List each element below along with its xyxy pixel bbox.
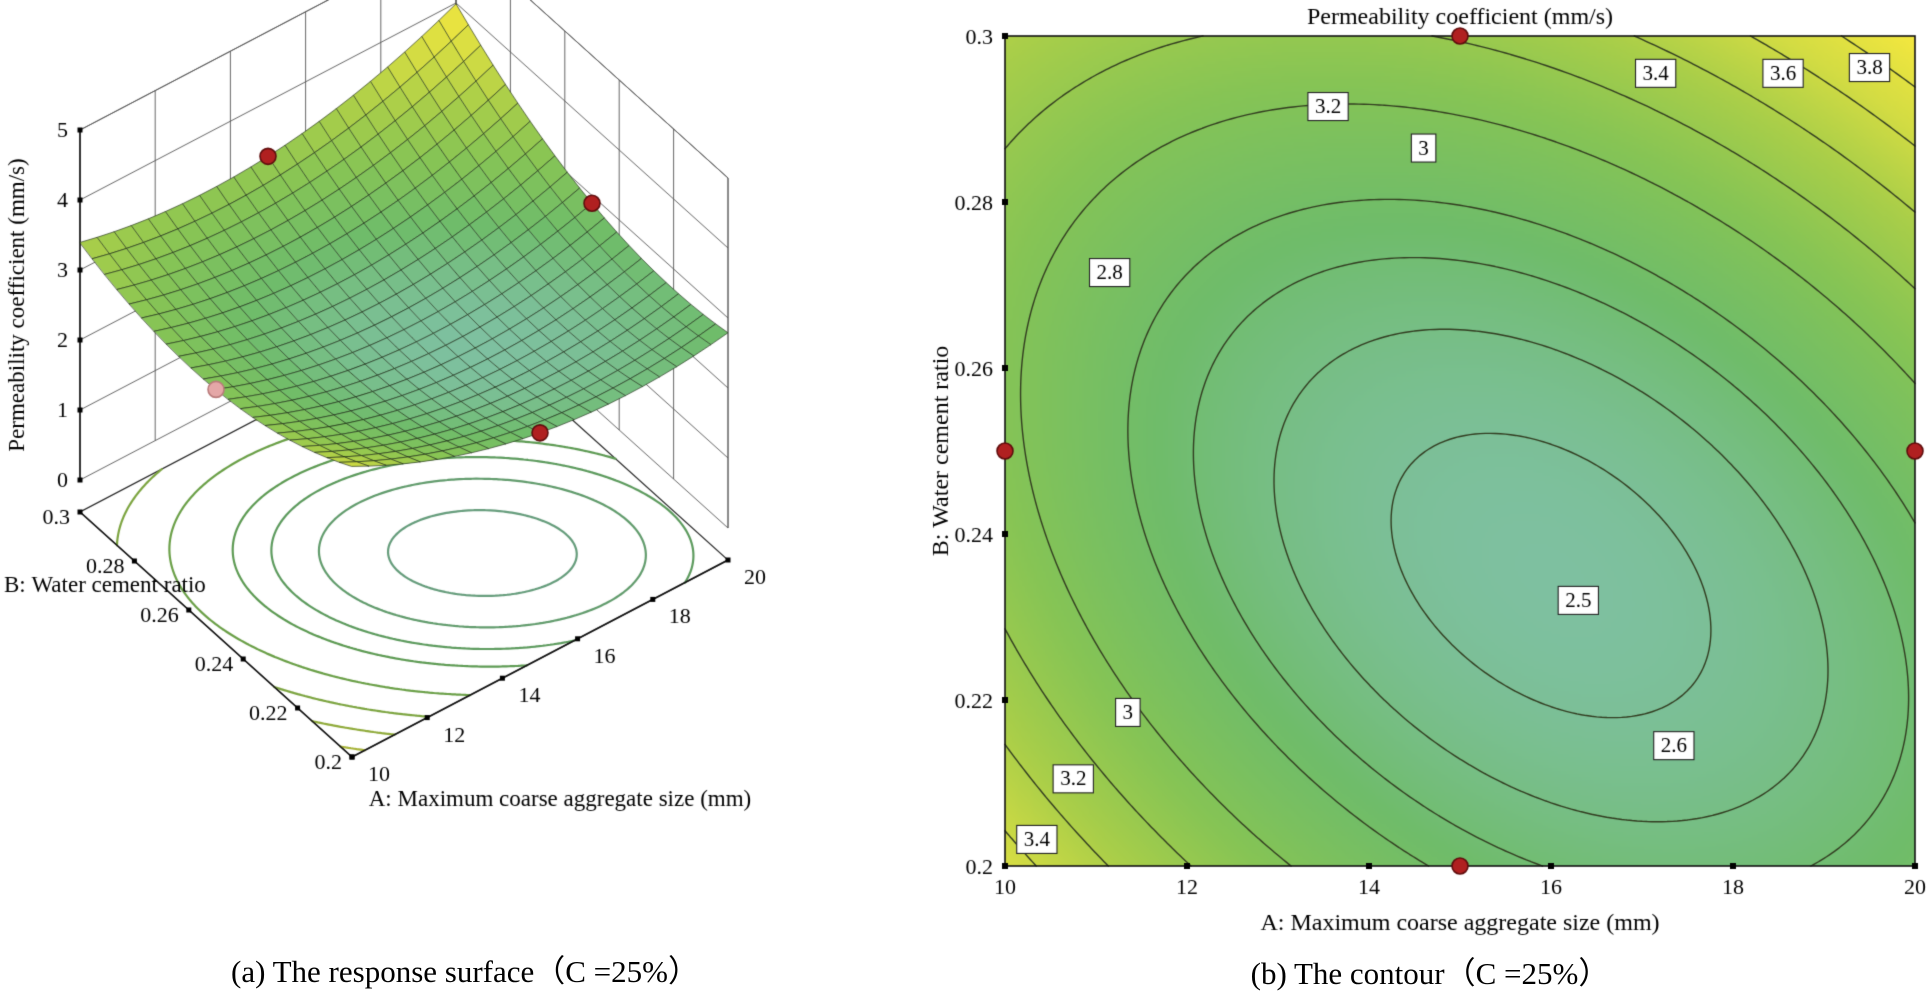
panel-contour: (b) The contour（C =25%） <box>930 0 1930 993</box>
response-surface-3d-plot <box>0 0 930 830</box>
caption-response-surface: (a) The response surface（C =25%） <box>231 954 699 989</box>
panel-response-surface: (a) The response surface（C =25%） <box>0 0 930 991</box>
contour-plot <box>930 0 1930 940</box>
caption-contour: (b) The contour（C =25%） <box>1250 956 1610 991</box>
